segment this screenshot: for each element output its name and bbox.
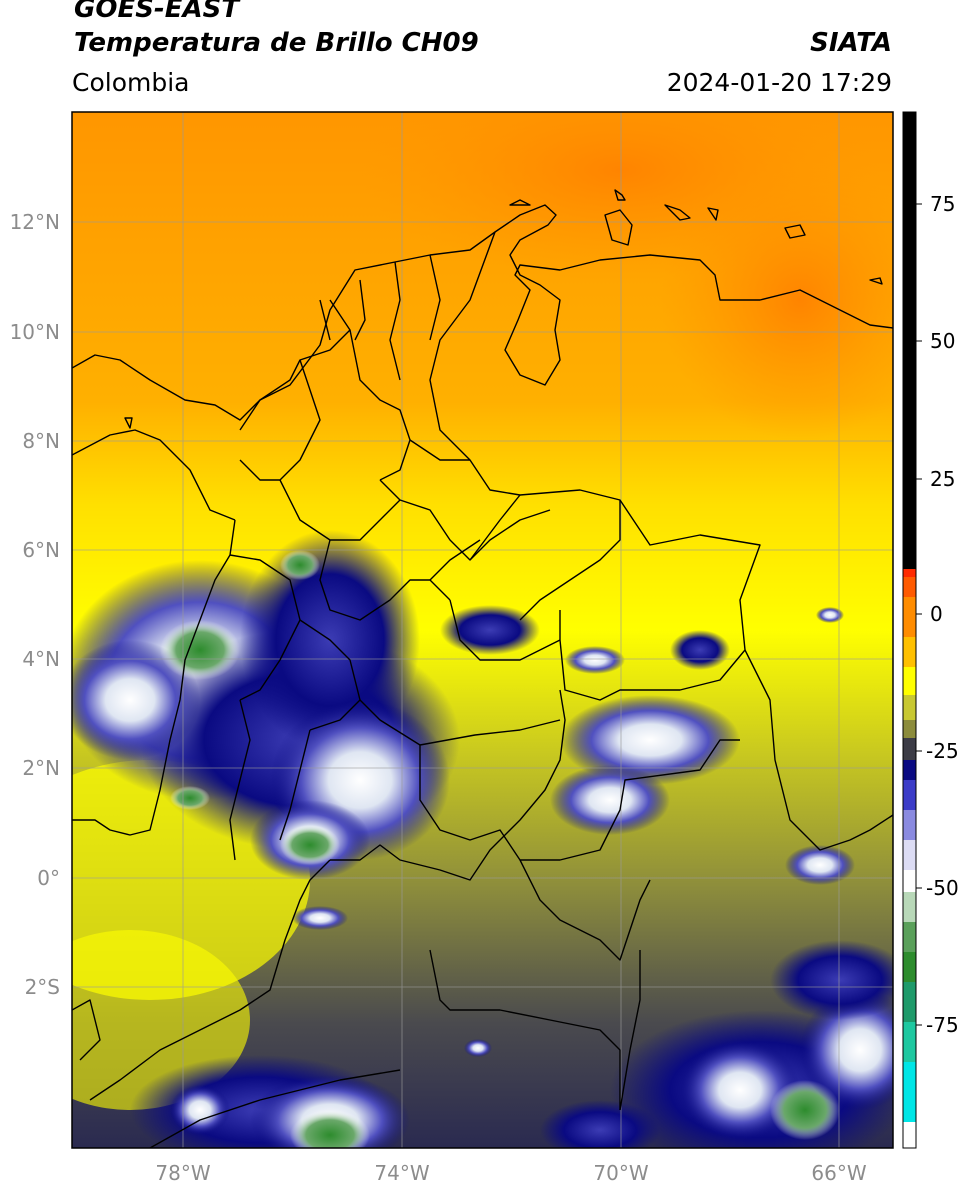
lon-label: 70°W	[593, 1161, 648, 1185]
title-product: Temperatura de Brillo CH09	[74, 28, 479, 58]
colorbar-label: -25	[926, 739, 959, 763]
colorbar-navy-segment	[903, 760, 916, 780]
colorbar-green-segment	[903, 952, 916, 982]
colorbar-yellow-segment	[903, 667, 916, 695]
lat-label: 6°N	[22, 538, 60, 562]
colorbar-gray-segment	[903, 738, 916, 760]
title-satellite: GOES-EAST	[74, 0, 240, 24]
lon-label: 74°W	[374, 1161, 429, 1185]
lat-label: 10°N	[10, 320, 60, 344]
colorbar-label: 25	[930, 467, 955, 491]
colorbar-teal-segment	[903, 1022, 916, 1062]
colorbar-black-segment	[903, 112, 916, 569]
colorbar-olive-segment	[903, 720, 916, 738]
country-borders	[72, 189, 893, 1148]
lat-label: 0°	[37, 866, 60, 890]
colorbar-label: 50	[930, 329, 955, 353]
lat-label: 4°N	[22, 647, 60, 671]
lat-label: 2°S	[25, 975, 60, 999]
colorbar-label: -50	[926, 876, 959, 900]
colorbar: 75 50 25 0 -25 -50 -75	[902, 111, 959, 1149]
map-frame	[71, 111, 894, 1149]
colorbar-orange-segment	[903, 597, 916, 637]
graticule	[72, 112, 893, 1148]
lon-label: 78°W	[155, 1161, 210, 1185]
lat-label: 8°N	[22, 429, 60, 453]
colorbar-red-segment	[903, 569, 916, 577]
temperature-field	[72, 112, 893, 1148]
datetime-label: 2024-01-20 17:29	[666, 68, 892, 97]
title-region: Colombia	[72, 68, 190, 97]
agency-label: SIATA	[810, 28, 892, 58]
lat-label: 2°N	[22, 756, 60, 780]
longitude-labels: 78°W 74°W 70°W 66°W	[155, 1161, 866, 1185]
colorbar-label: 75	[930, 192, 955, 216]
lat-label: 12°N	[10, 210, 60, 234]
colorbar-label: 0	[930, 602, 943, 626]
colorbar-label: -75	[926, 1013, 959, 1037]
latitude-labels: 12°N 10°N 8°N 6°N 4°N 2°N 0° 2°S	[10, 210, 60, 999]
lon-label: 66°W	[811, 1161, 866, 1185]
colorbar-cyan-segment	[903, 1062, 916, 1122]
